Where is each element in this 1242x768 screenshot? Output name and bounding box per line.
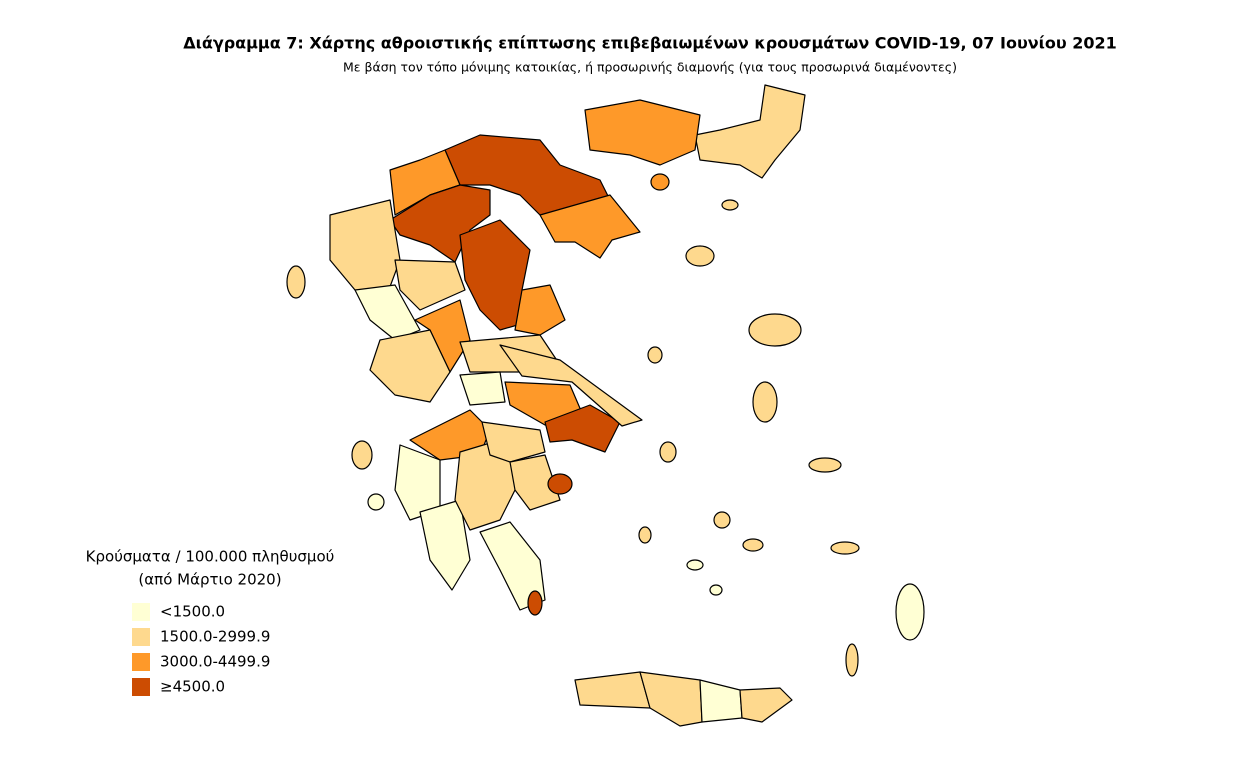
region [479,521,546,611]
island [721,199,739,211]
region [699,679,743,723]
region [584,99,701,166]
legend-swatch [132,653,150,671]
island [808,457,842,473]
region [499,344,643,427]
region [539,194,641,259]
legend-swatch [132,678,150,696]
greece-map [286,84,925,727]
legend-swatch [132,603,150,621]
legend-label: <1500.0 [160,603,225,621]
island [650,173,670,191]
region [481,421,546,463]
region [514,284,566,336]
region [509,454,561,511]
island [686,559,704,571]
region [409,409,491,461]
island [286,265,306,299]
map-subtitle: Με βάση τον τόπο μόνιμης κατοικίας, ή πρ… [343,60,957,75]
region [544,404,621,453]
island [895,583,925,641]
legend-label: 3000.0-4499.9 [160,653,270,671]
island [367,493,385,511]
island [713,511,731,529]
legend-title: (από Μάρτιο 2020) [138,571,281,589]
region [694,84,806,179]
island [638,526,652,544]
map-title: Διάγραμμα 7: Χάρτης αθροιστικής επίπτωση… [183,34,1117,53]
region [459,371,506,406]
region [639,671,703,727]
island [685,245,715,267]
region [389,184,491,263]
legend-swatch [132,628,150,646]
legend-label: ≥4500.0 [160,678,225,696]
region [574,671,651,709]
legend-title: Κρούσματα / 100.000 πληθυσμού [86,548,335,566]
region [329,199,401,301]
island [527,590,543,616]
legend: Κρούσματα / 100.000 πληθυσμού (από Μάρτι… [86,548,335,696]
legend-label: 1500.0-2999.9 [160,628,270,646]
island [659,441,677,463]
island [748,313,802,347]
island [830,541,860,555]
island [351,440,373,470]
region [739,687,793,723]
island [845,643,859,677]
island [709,584,723,596]
island [547,473,573,495]
island [752,381,778,423]
region [414,299,471,373]
island [647,346,663,364]
region [369,329,451,403]
region [394,259,466,311]
region [419,499,471,591]
island [742,538,764,552]
